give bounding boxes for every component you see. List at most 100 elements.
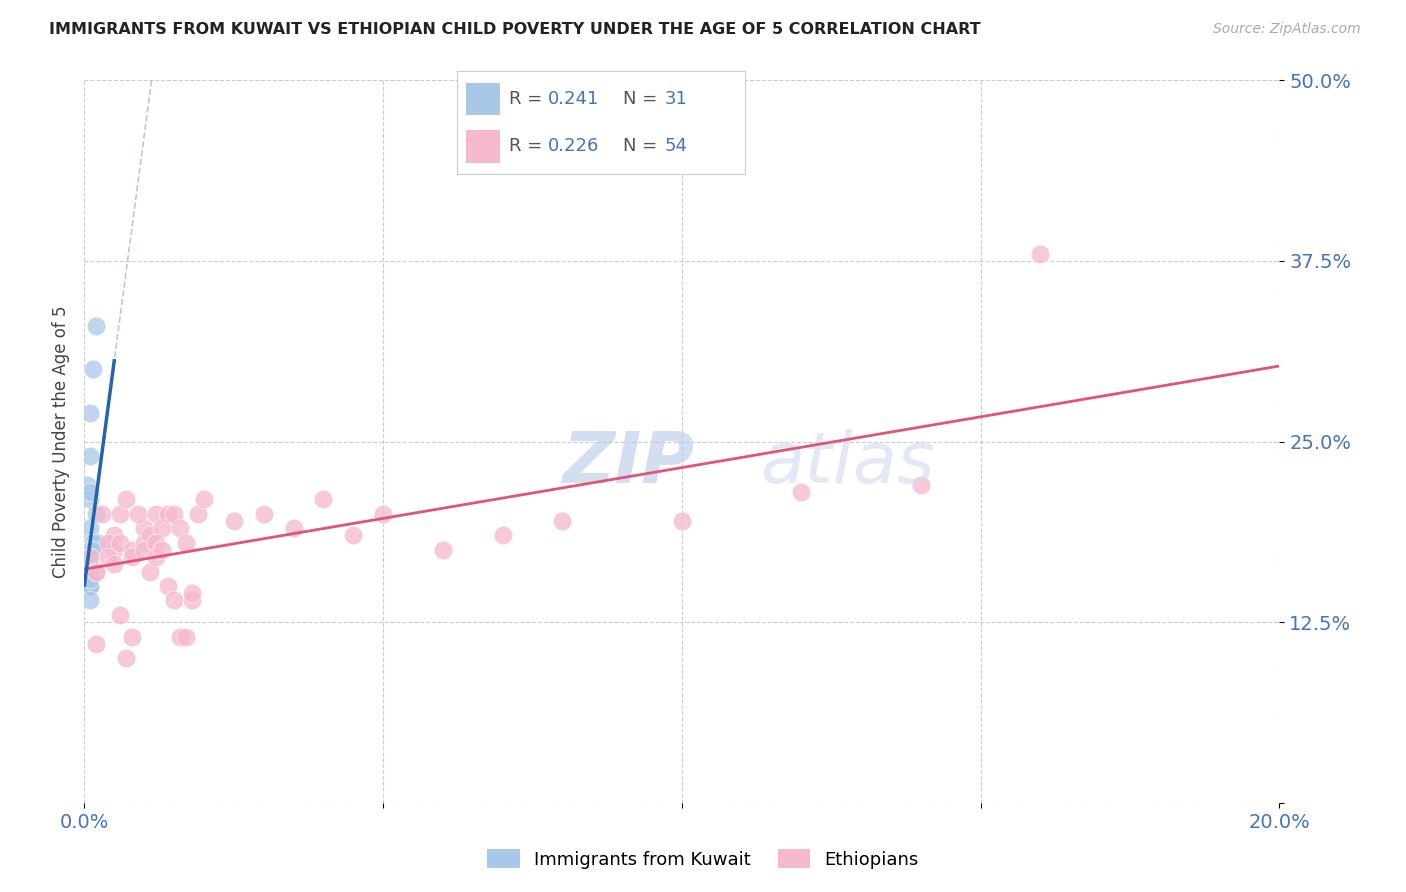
Point [97,535,120,549]
Y-axis label: Child Poverty Under the Age of 5: Child Poverty Under the Age of 5 [52,305,70,578]
Point [145,507,167,521]
FancyBboxPatch shape [465,130,501,162]
Point [373,507,395,521]
Point [187,507,209,521]
Point [157,579,180,593]
Point [79,565,101,579]
Point [145,550,167,565]
Point [181,593,204,607]
Point [86,535,108,549]
Text: R =: R = [509,137,548,155]
Point [79,542,101,557]
Point [79,550,101,565]
Point [132,521,156,535]
Point [121,542,143,557]
Point [79,550,101,565]
Point [790,485,813,500]
Point [79,542,101,557]
Point [79,565,101,579]
Point [79,558,101,572]
Text: 0.241: 0.241 [548,90,599,108]
Point [115,492,138,507]
Point [193,492,215,507]
Point [110,507,132,521]
Point [432,542,454,557]
Point [132,535,156,549]
Point [342,528,364,542]
Point [312,492,335,507]
Point [121,630,143,644]
Text: IMMIGRANTS FROM KUWAIT VS ETHIOPIAN CHILD POVERTY UNDER THE AGE OF 5 CORRELATION: IMMIGRANTS FROM KUWAIT VS ETHIOPIAN CHIL… [49,22,981,37]
Point [174,630,197,644]
Point [76,478,98,492]
Point [121,550,143,565]
Point [89,535,111,549]
Point [910,478,932,492]
FancyBboxPatch shape [465,83,501,115]
Point [157,507,180,521]
Point [79,572,101,586]
Point [1029,246,1052,260]
Point [86,565,108,579]
Text: R =: R = [509,90,548,108]
Point [145,535,167,549]
Point [139,565,162,579]
Point [86,507,108,521]
Point [79,572,101,586]
Point [163,593,186,607]
Text: 0.226: 0.226 [548,137,599,155]
Text: atlas: atlas [759,429,934,498]
Point [76,542,98,557]
Point [132,542,156,557]
Text: N =: N = [623,137,662,155]
Point [79,550,101,565]
Point [115,651,138,665]
Point [150,542,173,557]
Point [79,449,101,463]
Point [79,572,101,586]
Point [79,579,101,593]
Point [79,579,101,593]
Legend: Immigrants from Kuwait, Ethiopians: Immigrants from Kuwait, Ethiopians [479,842,927,876]
Point [110,607,132,622]
Point [283,521,305,535]
Text: 54: 54 [665,137,688,155]
Point [79,521,101,535]
Point [181,586,204,600]
Point [103,542,125,557]
Point [150,521,173,535]
Point [253,507,276,521]
Point [127,507,149,521]
Point [79,593,101,607]
Point [79,485,101,500]
Point [169,630,191,644]
Text: N =: N = [623,90,662,108]
Point [82,542,104,557]
Text: ZIP: ZIP [562,429,695,498]
Point [110,535,132,549]
Point [79,535,101,549]
Point [82,362,104,376]
Point [79,579,101,593]
Point [79,572,101,586]
Point [79,572,101,586]
Point [103,558,125,572]
Point [86,318,108,333]
Point [551,514,574,528]
Point [86,565,108,579]
Point [139,528,162,542]
Text: Source: ZipAtlas.com: Source: ZipAtlas.com [1213,22,1361,37]
Point [169,521,191,535]
Point [79,492,101,507]
Point [103,528,125,542]
Point [174,535,197,549]
Text: 31: 31 [665,90,688,108]
Point [163,507,186,521]
Point [492,528,515,542]
Point [222,514,245,528]
Point [91,507,114,521]
Point [86,637,108,651]
Point [79,406,101,420]
Point [671,514,693,528]
Point [82,535,104,549]
